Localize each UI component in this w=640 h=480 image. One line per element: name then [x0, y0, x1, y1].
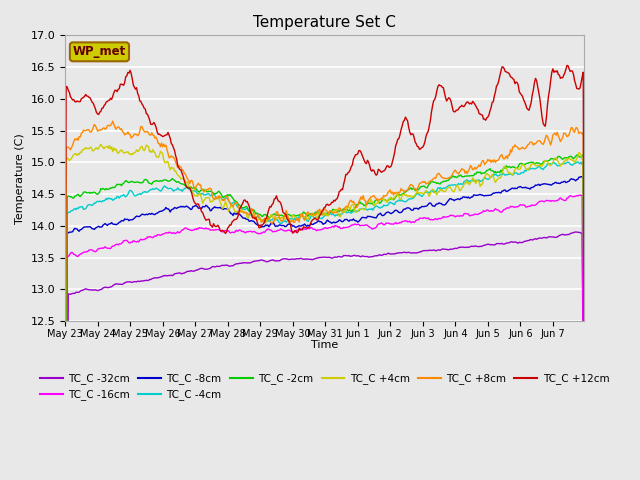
Text: WP_met: WP_met: [73, 45, 126, 59]
Y-axis label: Temperature (C): Temperature (C): [15, 133, 25, 224]
X-axis label: Time: Time: [311, 340, 339, 350]
Legend: TC_C -32cm, TC_C -16cm, TC_C -8cm, TC_C -4cm, TC_C -2cm, TC_C +4cm, TC_C +8cm, T: TC_C -32cm, TC_C -16cm, TC_C -8cm, TC_C …: [36, 369, 613, 405]
Title: Temperature Set C: Temperature Set C: [253, 15, 396, 30]
